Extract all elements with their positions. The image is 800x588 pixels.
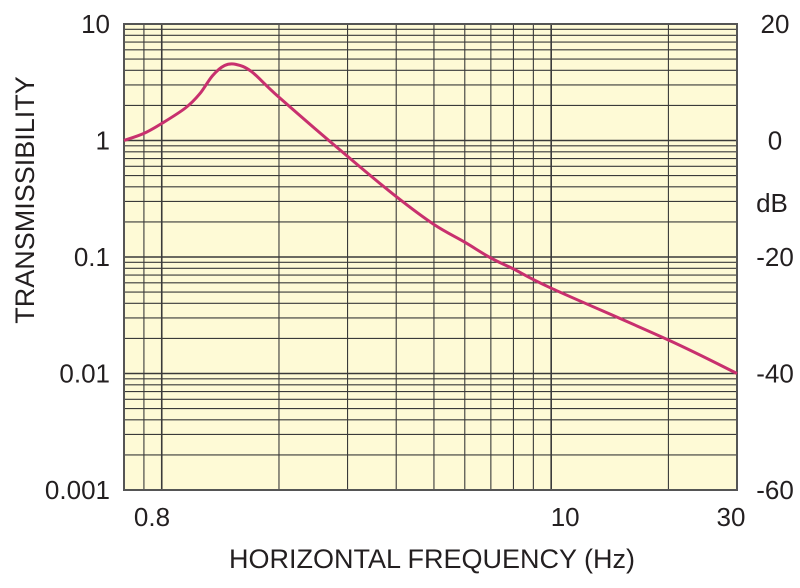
y-axis-label: TRANSMISSIBILITY [10, 76, 40, 324]
y-tick-label: 10 [81, 9, 110, 39]
y2-tick-label: -20 [756, 242, 794, 272]
y2-tick-label: 20 [761, 9, 790, 39]
y-tick-label: 0.1 [74, 242, 110, 272]
x-tick-labels: 0.8 10 30 [134, 502, 746, 532]
y-tick-labels: 10 1 0.1 0.01 0.001 [45, 9, 110, 505]
y-tick-label: 1 [96, 126, 110, 156]
y2-axis-label: dB [756, 188, 788, 218]
x-tick-label: 0.8 [134, 502, 170, 532]
x-tick-label: 30 [717, 502, 746, 532]
grid [124, 24, 737, 491]
y2-tick-label: 0 [768, 126, 782, 156]
y2-tick-label: -60 [756, 475, 794, 505]
x-tick-label: 10 [551, 502, 580, 532]
plot-frame [123, 23, 738, 491]
transmissibility-curve [123, 62, 738, 375]
y-tick-label: 0.001 [45, 475, 110, 505]
y-tick-label: 0.01 [59, 359, 110, 389]
x-axis-label: HORIZONTAL FREQUENCY (Hz) [229, 544, 635, 574]
y2-tick-labels: 20 0 -20 -40 -60 [756, 9, 794, 505]
y2-tick-label: -40 [756, 359, 794, 389]
